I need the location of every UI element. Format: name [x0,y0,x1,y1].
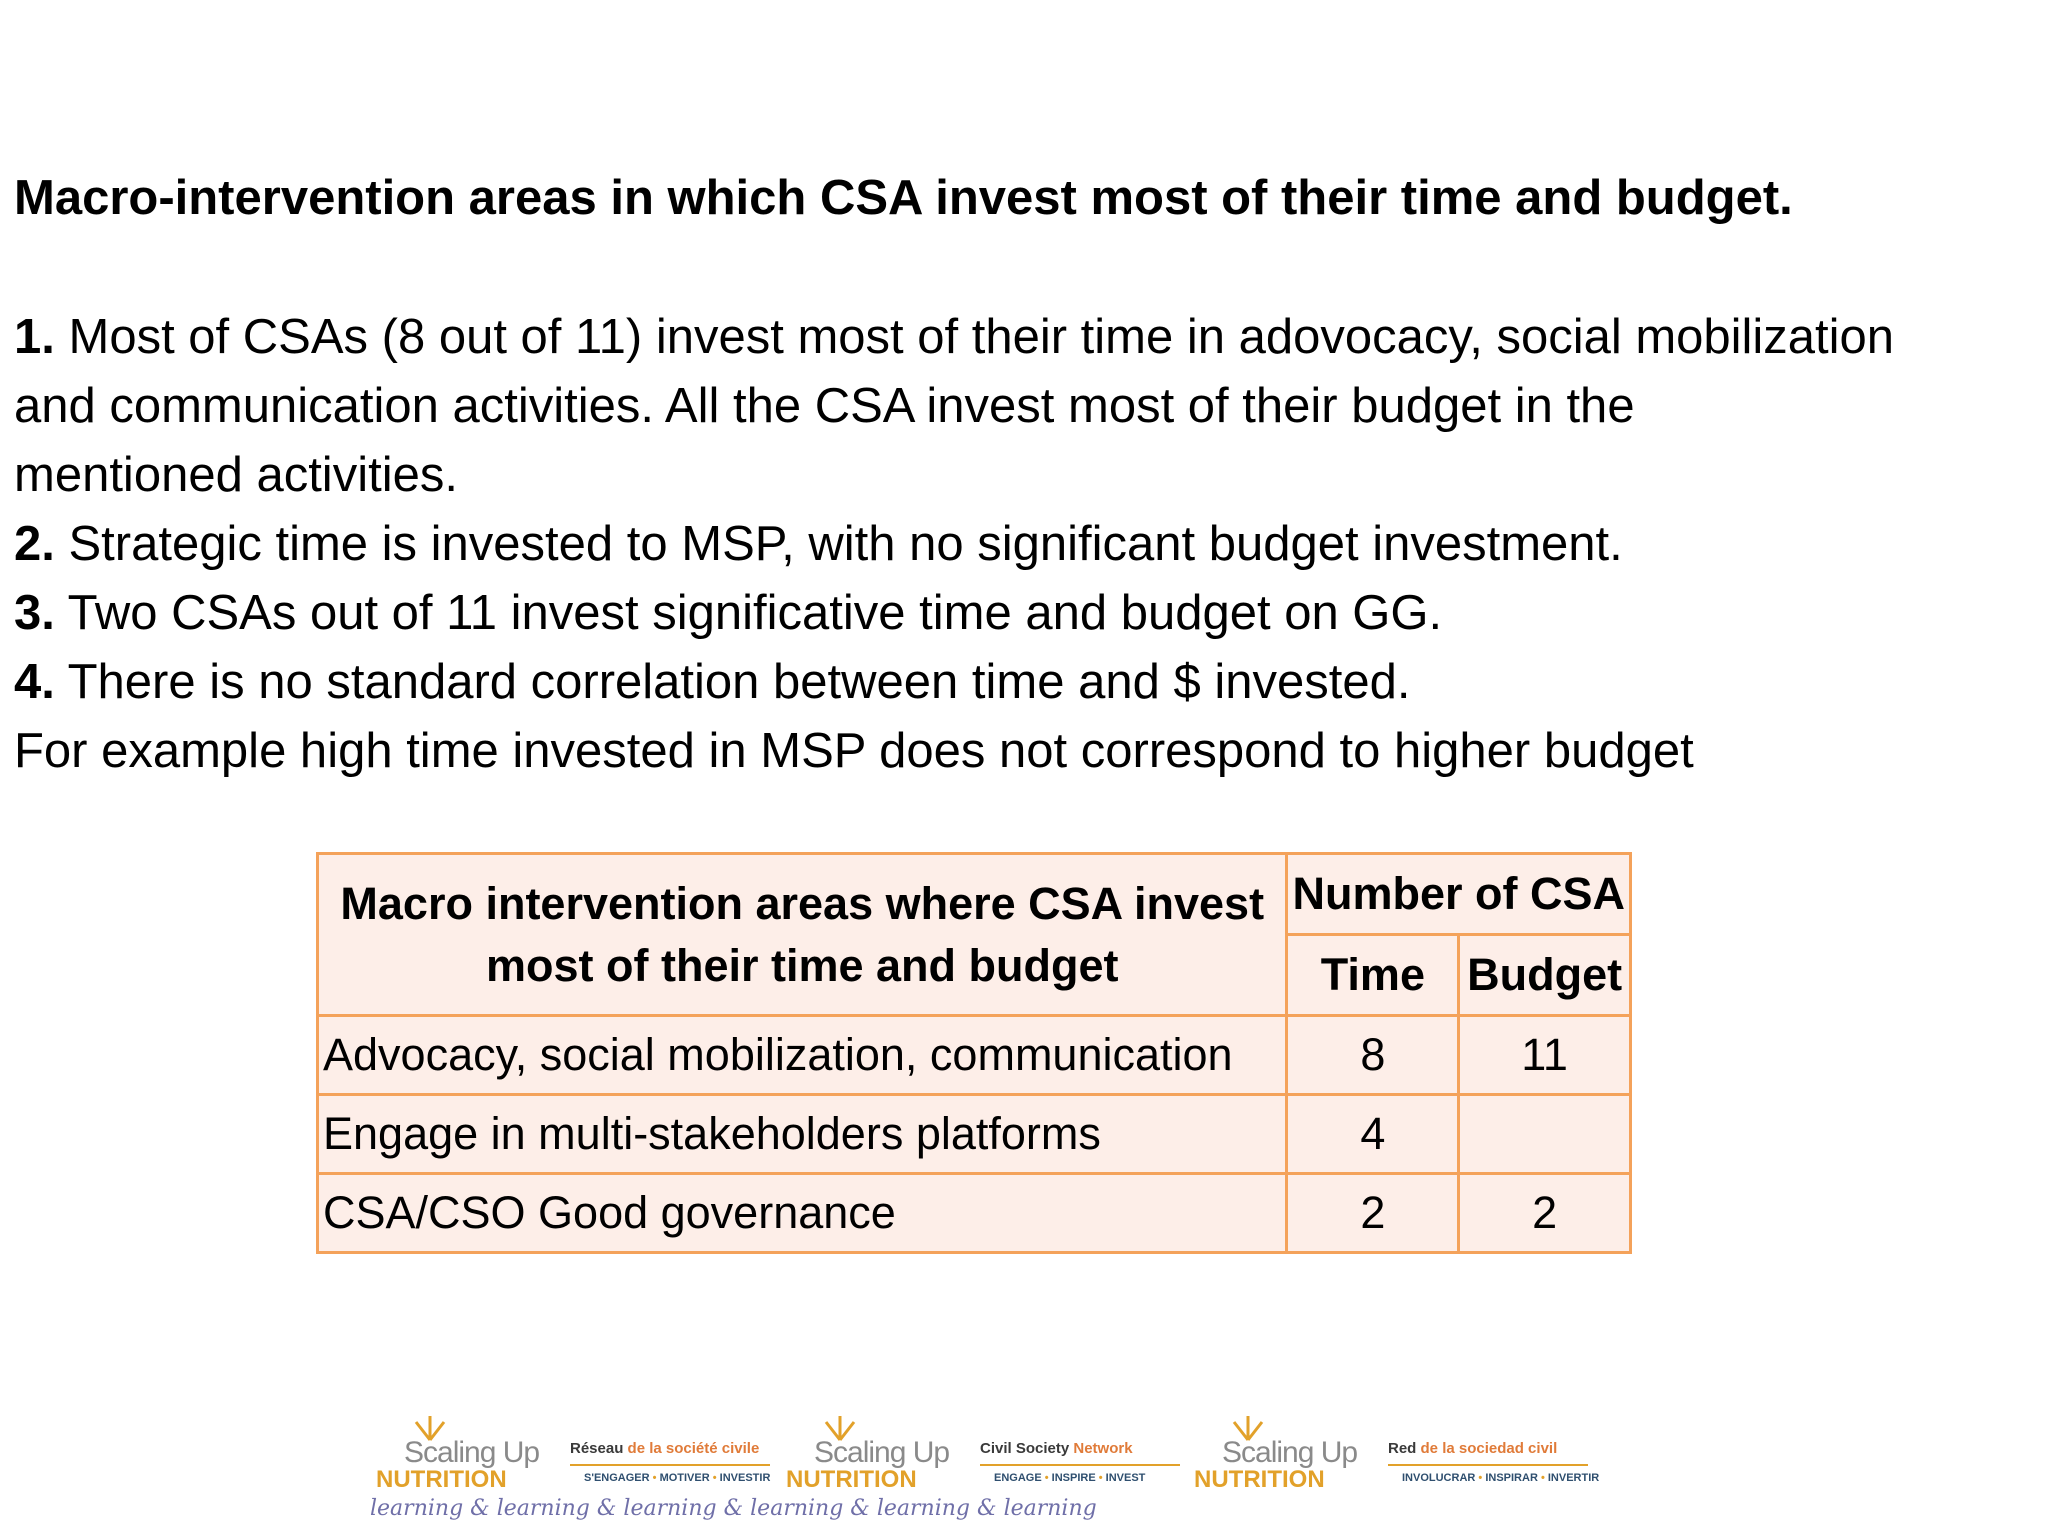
finding-1-line-2: and communication activities. All the CS… [14,379,1635,433]
header-intervention-area: Macro intervention areas where CSA inves… [315,852,1289,1017]
row-budget: 11 [1457,1014,1632,1096]
sun-icon [824,1416,856,1441]
learning-wordmark: learning & learning & learning & learnin… [370,1496,1097,1521]
sun-logo-en: Scaling Up NUTRITION Civil Society Netwo… [780,1412,1210,1512]
finding-1-line-3: mentioned activities. [14,448,458,502]
finding-2-number: 2. [14,517,55,571]
finding-4-number: 4. [14,655,55,709]
brand-scaling-up: Scaling Up [404,1436,540,1469]
header-budget: Budget [1457,933,1632,1017]
table-row: CSA/CSO Good governance 2 2 [315,1172,1632,1254]
logo-divider [1388,1464,1588,1466]
sun-icon [414,1416,446,1441]
brand-nutrition: NUTRITION [786,1466,917,1493]
table-subheader-row: Time Budget [318,933,1632,1017]
row-area: Engage in multi-stakeholders platforms [315,1093,1289,1175]
findings-text: 1. Most of CSAs (8 out of 11) invest mos… [14,303,2048,786]
finding-3-text: Two CSAs out of 11 invest significative … [67,586,1443,640]
brand-nutrition: NUTRITION [1194,1466,1325,1493]
header-number-of-csa: Number of CSA [1285,852,1632,936]
finding-1-line-1: 1. Most of CSAs (8 out of 11) invest mos… [14,303,2048,372]
row-time: 8 [1285,1014,1461,1096]
slide-title: Macro-intervention areas in which CSA in… [14,171,1793,225]
row-time: 4 [1285,1093,1461,1175]
finding-2-text: Strategic time is invested to MSP, with … [68,517,1623,571]
finding-2: 2. Strategic time is invested to MSP, wi… [14,510,2048,579]
table-row: Engage in multi-stakeholders platforms 4 [315,1093,1632,1175]
network-tagline: S'ENGAGER • MOTIVER • INVESTIR [584,1472,771,1484]
brand-nutrition: NUTRITION [376,1466,507,1493]
finding-1-text: Most of CSAs (8 out of 11) invest most o… [68,310,1895,364]
network-tagline: ENGAGE • INSPIRE • INVEST [994,1472,1146,1484]
finding-1-number: 1. [14,310,55,364]
network-name: Réseau de la société civile [570,1440,760,1457]
row-area: CSA/CSO Good governance [315,1172,1289,1254]
sun-logo-fr: Scaling Up NUTRITION Réseau de la sociét… [370,1412,800,1512]
table-row: Advocacy, social mobilization, communica… [315,1014,1632,1096]
row-area: Advocacy, social mobilization, communica… [315,1014,1289,1096]
finding-4: 4. There is no standard correlation betw… [14,648,2048,717]
row-time: 2 [1285,1172,1461,1254]
brand-scaling-up: Scaling Up [1222,1436,1358,1469]
table-header-row: Macro intervention areas where CSA inves… [315,852,1632,1017]
row-budget: 2 [1457,1172,1632,1254]
example-line: For example high time invested in MSP do… [14,724,1694,778]
sun-logo-es: Scaling Up NUTRITION Red de la sociedad … [1188,1412,1618,1512]
brand-scaling-up: Scaling Up [814,1436,950,1469]
network-name: Civil Society Network [980,1440,1133,1457]
header-time: Time [1285,933,1461,1017]
intervention-table: Macro intervention areas where CSA inves… [315,852,1632,1254]
sun-icon [1232,1416,1264,1441]
finding-4-text: There is no standard correlation between… [67,655,1411,709]
finding-3-number: 3. [14,586,55,640]
logo-divider [570,1464,770,1466]
finding-3: 3. Two CSAs out of 11 invest significati… [14,579,2048,648]
row-budget [1457,1093,1632,1175]
footer-logo-strip: Scaling Up NUTRITION Réseau de la sociét… [370,1412,1620,1521]
logo-divider [980,1464,1180,1466]
network-name: Red de la sociedad civil [1388,1440,1558,1457]
network-tagline: INVOLUCRAR • INSPIRAR • INVERTIR [1402,1472,1600,1484]
